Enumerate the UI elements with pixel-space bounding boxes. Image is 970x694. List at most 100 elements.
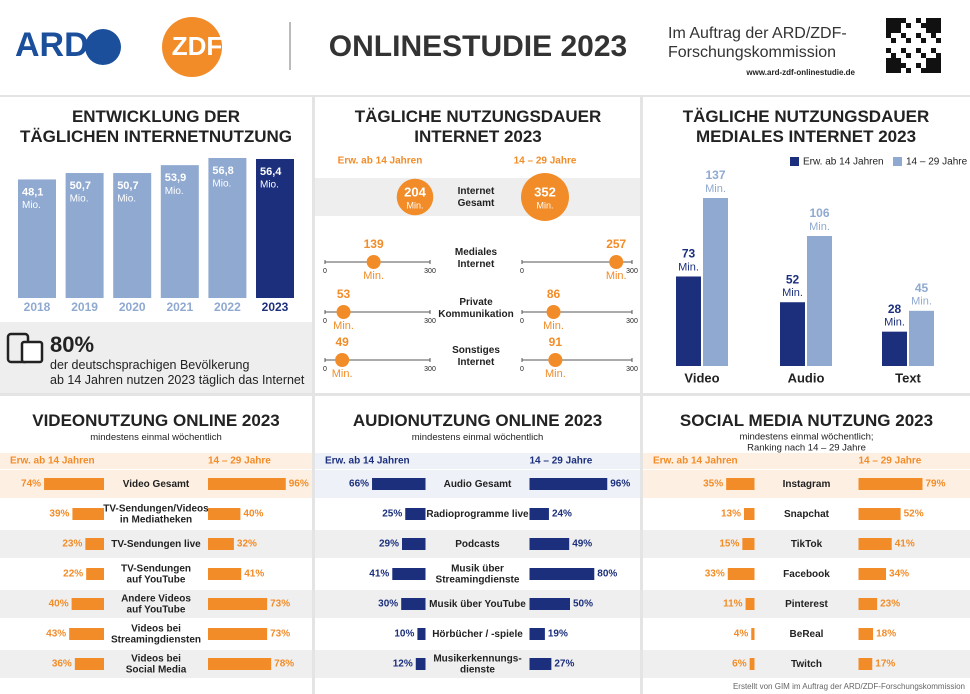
bar [858,628,874,640]
device-icon [20,340,44,364]
x-tick-label: 0 [323,268,327,275]
unit-label: Min. [332,368,353,380]
qr-cell [901,63,906,68]
bar [208,508,241,520]
row-band [643,590,970,618]
bar [751,628,755,640]
qr-cell [886,48,891,53]
qr-cell [921,38,926,43]
bar [858,478,923,490]
qr-cell [891,38,896,43]
bar [529,628,545,640]
qr-cell [936,38,941,43]
qr-cell [891,18,896,23]
qr-cell [921,68,926,73]
bar [208,658,272,670]
chart-subtitle: mindestens einmal wöchentlich [90,432,221,443]
value-label: 204 [404,184,426,199]
bar [909,310,934,366]
value-label: 53 [337,287,351,301]
bar [529,568,595,580]
callout-line: der deutschsprachigen Bevölkerung [50,358,249,372]
commission: Im Auftrag der ARD/ZDF- Forschungskommiss… [668,25,847,61]
qr-cell [936,23,941,28]
row-band [0,530,312,558]
category-label: Video Gesamt [123,479,190,490]
x-tick-label: 300 [626,318,638,325]
qr-cell [906,38,911,43]
bar [113,173,152,298]
chart-title-line: MEDIALES INTERNET 2023 [696,127,916,146]
qr-cell [891,23,896,28]
x-tick-label: 300 [424,318,436,325]
bar [208,628,268,640]
unit-label: Mio. [22,200,41,211]
dot [609,255,624,269]
qr-cell [931,28,936,33]
x-tick-label: 300 [424,268,436,275]
x-tick-label: 2022 [214,300,241,314]
chart-title-line: INTERNET 2023 [414,127,542,146]
category-label-line: in Mediatheken [120,514,192,525]
qr-code [886,18,941,73]
callout-value: 80% [50,332,94,357]
row-band [315,650,640,678]
category-label-line: Kommunikation [438,309,514,320]
qr-cell [896,23,901,28]
unit-label: Min. [884,317,905,329]
series-label: Erw. ab 14 Jahren [338,156,423,167]
bar [72,508,104,520]
qr-cell [896,63,901,68]
qr-cell [896,58,901,63]
qr-cell [936,18,941,23]
unit-label: Min. [536,200,553,210]
unit-label: Min. [333,320,354,332]
legend-swatch [893,157,902,166]
value-label: 34% [889,569,909,580]
category-label-line: Facebook [783,569,830,580]
x-tick-label: 300 [424,366,436,373]
chart-title: SOCIAL MEDIA NUTZUNG 2023 [680,411,933,430]
unit-label: Mio. [212,179,231,190]
qr-cell [901,48,906,53]
category-label-line: BeReal [790,629,824,640]
qr-cell [901,33,906,38]
qr-cell [921,53,926,58]
chart-subtitle: mindestens einmal wöchentlich; Ranking na… [739,431,873,453]
qr-cell [936,53,941,58]
bar [160,165,199,298]
zdf-logo-mark [162,17,222,77]
bar [85,538,104,550]
unit-label: Min. [809,221,830,233]
value-label: 106 [809,206,829,220]
chart-title: AUDIONUTZUNG ONLINE 2023 [353,411,602,430]
bar [69,628,104,640]
bar [529,508,549,520]
x-tick-label: 300 [626,268,638,275]
bar [727,568,755,580]
x-tick-label: Video [684,370,719,385]
value-label: 56,8 [212,165,233,177]
bar [745,598,755,610]
qr-cell [901,18,906,23]
qr-cell [926,68,931,73]
category-label-line: Audio Gesamt [444,479,512,490]
value-label: 10% [394,629,414,640]
unit-label: Min. [606,270,627,282]
chart-subtitle-line: mindestens einmal wöchentlich [90,432,221,443]
bar [676,276,701,366]
x-tick-label: Text [895,370,921,385]
category-label-line: Andere Videos [121,593,191,604]
bar [74,658,104,670]
value-label: 41% [895,539,915,550]
qr-cell [921,23,926,28]
unit-label: Min. [705,183,726,195]
value-label: 80% [597,569,617,580]
category-label-line: Instagram [783,479,831,490]
series-label: 14 – 29 Jahre [514,156,577,167]
value-label: 78% [274,659,294,670]
value-label: 6% [732,659,747,670]
value-label: 48,1 [22,186,43,198]
bar [208,568,242,580]
x-tick-label: 0 [323,366,327,373]
